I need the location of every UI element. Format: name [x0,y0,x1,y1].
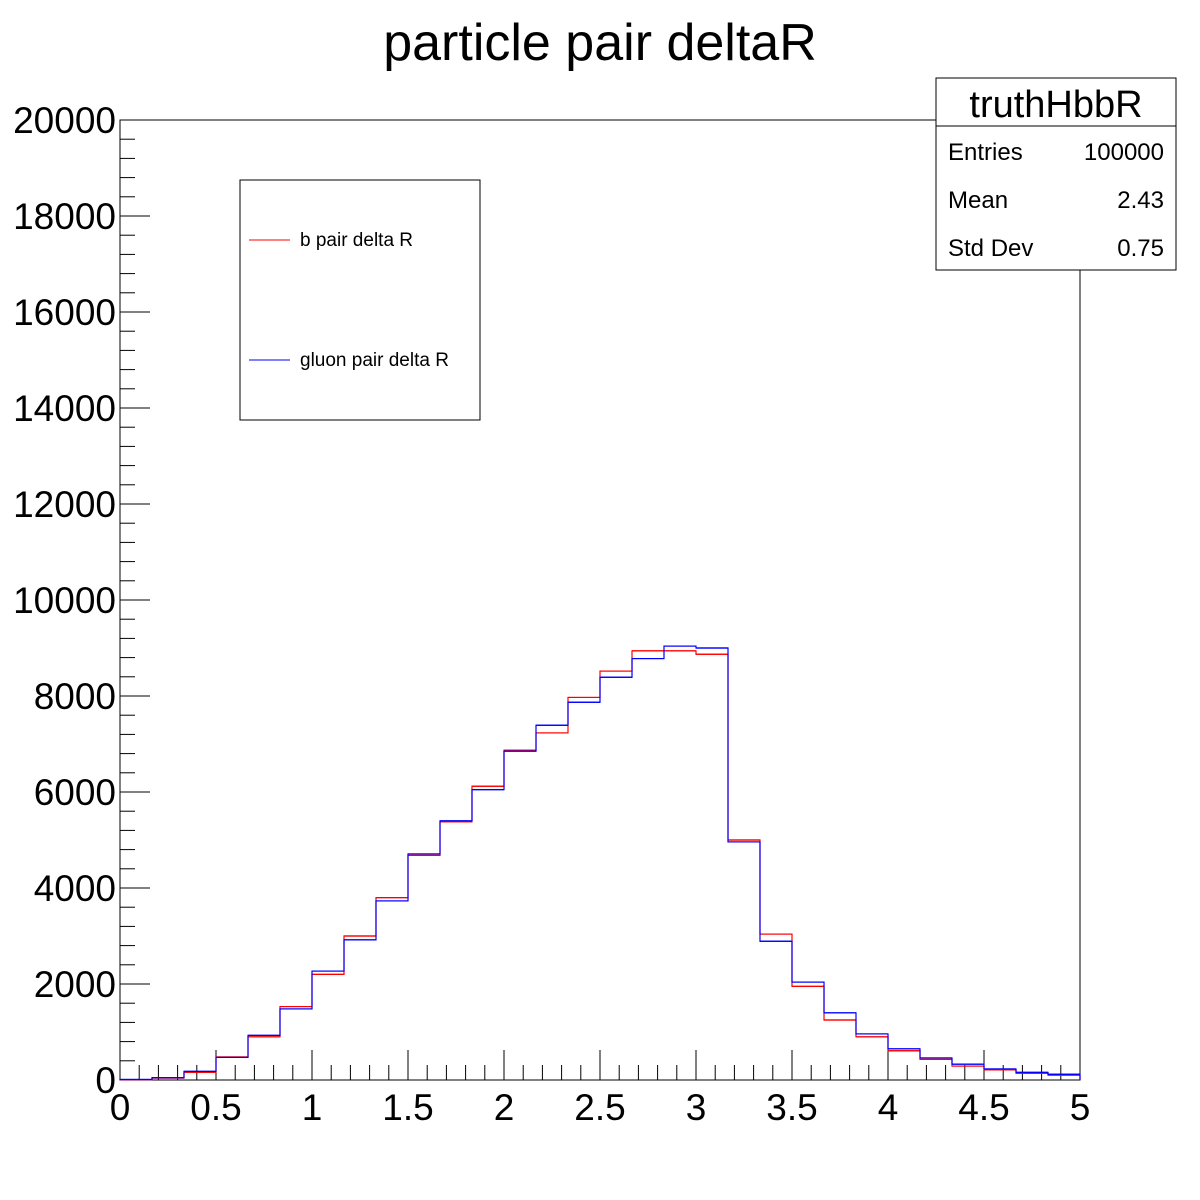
legend-label-gluon-pair: gluon pair delta R [300,350,449,371]
stats-mean-label: Mean [948,187,1008,214]
x-tick-label: 2 [494,1087,515,1128]
series-layer [119,645,1081,1081]
y-tick-label: 18000 [13,196,116,237]
x-tick-label: 0.5 [190,1087,241,1128]
y-tick-label: 12000 [13,484,116,525]
y-tick-label: 16000 [13,292,116,333]
legend: b pair delta R gluon pair delta R [239,179,481,421]
stats-box-frame [935,77,1177,271]
x-tick-label: 1 [302,1087,323,1128]
x-tick-label: 4.5 [958,1087,1009,1128]
series-gluon-pair [119,645,1081,1081]
y-tick-label: 10000 [13,580,116,621]
y-tick-label: 4000 [34,868,116,909]
stats-stddev-label: Std Dev [948,235,1033,262]
x-tick-label: 0 [110,1087,131,1128]
stats-entries-label: Entries [948,139,1023,166]
y-tick-label: 8000 [34,676,116,717]
x-tick-label: 4 [878,1087,899,1128]
x-tick-label: 1.5 [382,1087,433,1128]
series-b-pair [119,650,1081,1081]
y-tick-label: 0 [95,1060,116,1101]
legend-label-b-pair: b pair delta R [300,230,413,251]
x-tick-label: 5 [1070,1087,1091,1128]
y-tick-label: 6000 [34,772,116,813]
x-tick-label: 2.5 [574,1087,625,1128]
stats-entries-value: 100000 [1084,139,1164,166]
stats-mean-value: 2.43 [1117,187,1164,214]
x-tick-label: 3 [686,1087,707,1128]
x-tick-label: 3.5 [766,1087,817,1128]
stats-box: truthHbbR Entries 100000 Mean 2.43 Std D… [935,77,1177,271]
x-axis: 0 0.5 1 1.5 2 2.5 3 3.5 4 4.5 5 [110,1050,1091,1128]
stats-stddev-value: 0.75 [1117,235,1164,262]
series-line-b-pair [119,650,1081,1081]
y-tick-label: 14000 [13,388,116,429]
series-line-gluon-pair [119,645,1081,1081]
y-axis: 0 2000 4000 6000 8000 10000 12000 14000 16000 180… [13,100,150,1101]
y-tick-label: 2000 [34,964,116,1005]
stats-box-title: truthHbbR [969,84,1142,126]
chart-title: particle pair deltaR [383,14,817,72]
legend-box [239,179,481,421]
y-tick-label: 20000 [13,100,116,141]
